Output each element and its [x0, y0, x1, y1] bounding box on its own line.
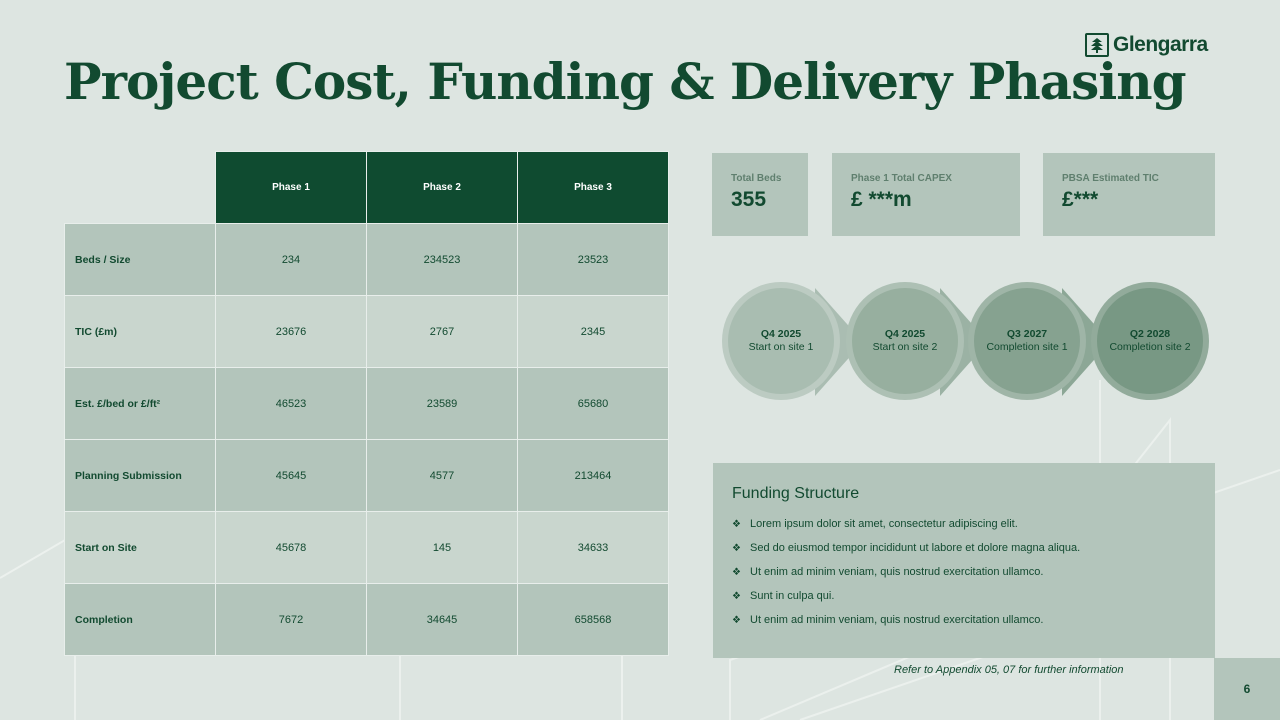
list-item: ❖ Sed do eiusmod tempor incididunt ut lab…	[732, 542, 1081, 554]
timeline-milestone: Q2 2028 Completion site 2	[1091, 282, 1209, 400]
table-row: Completion 7672 34645 658568	[64, 583, 669, 656]
funding-structure-panel: Funding Structure ❖ Lorem ipsum dolor sit…	[713, 463, 1215, 658]
kpi-value: £ ***m	[851, 188, 912, 211]
table-cell: 46523	[215, 367, 367, 440]
milestone-date: Q4 2025	[760, 328, 802, 340]
table-cell: 34645	[366, 583, 518, 656]
table-cell: 34633	[517, 511, 669, 584]
table-cell: 7672	[215, 583, 367, 656]
column-header-phase-3: Phase 3	[517, 151, 669, 224]
kpi-label: Total Beds	[731, 173, 782, 184]
row-label-beds: Beds / Size	[64, 223, 216, 296]
milestone-date: Q3 2027	[1006, 328, 1048, 340]
list-item: ❖ Lorem ipsum dolor sit amet, consectetur…	[732, 518, 1018, 530]
table-cell: 213464	[517, 439, 669, 512]
milestone-label: Completion site 2	[1109, 341, 1191, 353]
table-cell: 2345	[517, 295, 669, 368]
table-row: Est. £/bed or £/ft² 46523 23589 65680	[64, 367, 669, 440]
kpi-phase-1-capex: Phase 1 Total CAPEX £ ***m	[832, 153, 1020, 236]
appendix-footnote: Refer to Appendix 05, 07 for further inf…	[894, 664, 1124, 676]
table-cell: 145	[366, 511, 518, 584]
kpi-label: PBSA Estimated TIC	[1062, 173, 1159, 184]
milestone-date: Q2 2028	[1129, 328, 1171, 340]
timeline-milestone: Q4 2025 Start on site 1	[722, 282, 840, 400]
table-cell: 45678	[215, 511, 367, 584]
list-item: ❖ Ut enim ad minim veniam, quis nostrud e…	[732, 566, 1044, 578]
table-row: Beds / Size 234 234523 23523	[64, 223, 669, 296]
diamond-bullet-icon: ❖	[732, 542, 741, 554]
kpi-pbsa-tic: PBSA Estimated TIC £***	[1043, 153, 1215, 236]
kpi-label: Phase 1 Total CAPEX	[851, 173, 952, 184]
brand-logo: Glengarra	[1085, 33, 1208, 57]
column-header-phase-2: Phase 2	[366, 151, 518, 224]
page-number: 6	[1214, 658, 1280, 720]
timeline-milestone: Q3 2027 Completion site 1	[968, 282, 1086, 400]
table-cell: 23676	[215, 295, 367, 368]
list-item: ❖ Sunt in culpa qui.	[732, 590, 835, 602]
page-title: Project Cost, Funding & Delivery Phasing	[64, 52, 1187, 111]
delivery-timeline: Q4 2025 Start on site 1 Q4 2025 Start on s…	[715, 280, 1215, 405]
table-row: TIC (£m) 23676 2767 2345	[64, 295, 669, 368]
table-cell: 234523	[366, 223, 518, 296]
table-cell: 658568	[517, 583, 669, 656]
diamond-bullet-icon: ❖	[732, 566, 741, 578]
list-item: ❖ Ut enim ad minim veniam, quis nostrud e…	[732, 614, 1044, 626]
table-cell: 65680	[517, 367, 669, 440]
logo-text: Glengarra	[1113, 33, 1208, 56]
timeline-milestone: Q4 2025 Start on site 2	[846, 282, 964, 400]
kpi-value: 355	[731, 188, 767, 211]
milestone-label: Start on site 2	[872, 341, 938, 353]
diamond-bullet-icon: ❖	[732, 518, 741, 530]
row-label-completion: Completion	[64, 583, 216, 656]
table-cell: 23523	[517, 223, 669, 296]
table-corner	[65, 152, 216, 224]
row-label-tic: TIC (£m)	[64, 295, 216, 368]
row-label-start-on-site: Start on Site	[64, 511, 216, 584]
table-row: Planning Submission 45645 4577 213464	[64, 439, 669, 512]
row-label-planning-submission: Planning Submission	[64, 439, 216, 512]
column-header-phase-1: Phase 1	[215, 151, 367, 224]
diamond-bullet-icon: ❖	[732, 614, 741, 626]
funding-title: Funding Structure	[732, 485, 860, 502]
milestone-label: Start on site 1	[748, 341, 814, 353]
table-row: Start on Site 45678 145 34633	[64, 511, 669, 584]
row-label-cost-per-bed: Est. £/bed or £/ft²	[64, 367, 216, 440]
table-cell: 23589	[366, 367, 518, 440]
kpi-value: £***	[1062, 188, 1099, 211]
cost-phasing-table: Phase 1 Phase 2 Phase 3 Beds / Size 234 …	[64, 151, 669, 656]
diamond-bullet-icon: ❖	[732, 590, 741, 602]
glengarra-logo-icon	[1085, 33, 1109, 57]
milestone-label: Completion site 1	[986, 341, 1068, 353]
table-cell: 4577	[366, 439, 518, 512]
milestone-date: Q4 2025	[884, 328, 926, 340]
table-cell: 234	[215, 223, 367, 296]
table-cell: 45645	[215, 439, 367, 512]
kpi-total-beds: Total Beds 355	[712, 153, 808, 236]
table-cell: 2767	[366, 295, 518, 368]
